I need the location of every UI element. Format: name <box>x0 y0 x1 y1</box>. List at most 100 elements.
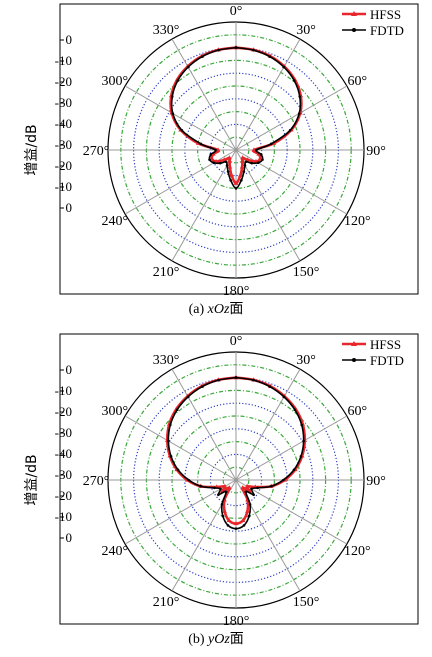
data-point-fdtd <box>234 376 238 379</box>
data-point-fdtd <box>240 178 243 182</box>
y-axis-label: 增益/dB <box>24 124 40 175</box>
spoke-line <box>235 85 348 151</box>
data-point-hfss <box>245 508 250 513</box>
y-axis-label: 增益/dB <box>24 454 40 505</box>
data-point-fdtd <box>269 142 273 146</box>
angle-label: 270° <box>83 474 110 489</box>
data-point-fdtd <box>234 46 238 49</box>
spoke-line <box>171 149 237 262</box>
angle-label: 60° <box>347 74 367 89</box>
radial-tick-label: 0 <box>66 362 73 377</box>
data-point-hfss <box>238 172 243 177</box>
angle-label: 0° <box>230 334 243 349</box>
angle-label: 180° <box>223 614 250 629</box>
spoke-line <box>124 479 237 545</box>
angle-label: 60° <box>347 404 367 419</box>
data-point-fdtd <box>180 128 184 132</box>
data-point-fdtd <box>219 487 222 491</box>
data-point-fdtd <box>282 395 286 399</box>
legend-label-hfss: HFSS <box>370 337 401 352</box>
data-point-fdtd <box>234 187 238 190</box>
radial-tick-label: 0 <box>66 32 73 47</box>
data-point-fdtd <box>244 490 248 494</box>
legend-label-fdtd: FDTD <box>370 23 404 38</box>
data-point-fdtd <box>292 79 296 82</box>
caption-b: (b) yOz面 <box>188 632 244 647</box>
data-point-fdtd <box>252 378 255 382</box>
data-point-hfss <box>222 508 227 513</box>
data-point-fdtd <box>256 486 259 490</box>
data-point-fdtd <box>170 95 174 98</box>
data-point-fdtd <box>298 95 302 98</box>
data-point-fdtd <box>217 493 220 497</box>
angle-label: 150° <box>293 265 320 280</box>
angle-label: 240° <box>101 214 128 229</box>
data-point-hfss <box>244 483 250 488</box>
spoke-line <box>124 149 237 215</box>
data-point-fdtd <box>167 439 170 443</box>
data-point-fdtd <box>292 468 296 472</box>
data-point-hfss <box>233 180 239 185</box>
data-point-hfss <box>233 520 239 526</box>
angle-label: 270° <box>83 144 110 159</box>
data-point-fdtd <box>250 161 253 165</box>
data-point-fdtd <box>256 161 260 165</box>
spoke-line <box>235 149 348 215</box>
spoke-line <box>171 368 237 481</box>
caption-a: (a) xOz面 <box>188 302 244 317</box>
data-point-fdtd <box>299 455 303 458</box>
data-point-fdtd <box>268 385 272 388</box>
angle-label: 90° <box>366 474 386 489</box>
data-point-hfss <box>245 157 251 162</box>
spoke-line <box>124 415 237 481</box>
data-point-fdtd <box>282 478 285 482</box>
data-point-fdtd <box>297 112 301 115</box>
angle-label: 180° <box>223 284 250 299</box>
data-point-fdtd <box>186 65 190 69</box>
data-point-fdtd <box>169 455 173 458</box>
data-point-fdtd <box>242 524 246 527</box>
data-point-fdtd <box>250 487 253 491</box>
plot-frame <box>59 3 419 295</box>
data-point-fdtd <box>242 170 246 173</box>
legend-label-fdtd: FDTD <box>370 353 404 368</box>
angle-label: 210° <box>153 595 180 610</box>
radial-tick-label: 0 <box>66 200 73 215</box>
legend-marker <box>351 341 357 346</box>
data-point-fdtd <box>212 161 216 165</box>
data-point-fdtd <box>176 468 180 472</box>
data-point-hfss <box>229 172 234 177</box>
data-point-fdtd <box>226 170 230 173</box>
data-point-hfss <box>240 155 245 160</box>
data-point-hfss <box>240 517 246 522</box>
data-point-fdtd <box>217 48 220 52</box>
data-point-fdtd <box>224 160 228 164</box>
data-point-hfss <box>239 164 245 169</box>
data-point-fdtd <box>214 148 217 152</box>
angle-label: 300° <box>101 404 128 419</box>
data-point-fdtd <box>243 164 247 167</box>
data-point-fdtd <box>302 439 305 443</box>
data-point-fdtd <box>282 65 286 69</box>
data-point-fdtd <box>186 395 190 399</box>
data-point-fdtd <box>300 423 303 427</box>
data-point-hfss <box>227 155 232 160</box>
data-point-fdtd <box>199 142 203 146</box>
angle-label: 330° <box>153 23 180 38</box>
legend-marker <box>351 11 357 16</box>
data-point-fdtd <box>226 524 230 527</box>
angle-label: 120° <box>344 214 371 229</box>
data-point-fdtd <box>169 423 172 427</box>
data-point-fdtd <box>259 153 263 156</box>
data-point-fdtd <box>221 514 225 518</box>
spoke-line <box>171 38 237 151</box>
data-point-fdtd <box>244 160 248 164</box>
data-point-hfss <box>251 147 257 152</box>
angle-label: 300° <box>101 74 128 89</box>
spoke-line <box>235 38 301 151</box>
data-point-fdtd <box>219 161 222 165</box>
data-point-fdtd <box>208 158 211 161</box>
legend-marker <box>352 358 356 362</box>
data-point-fdtd <box>200 385 204 388</box>
angle-label: 120° <box>344 544 371 559</box>
